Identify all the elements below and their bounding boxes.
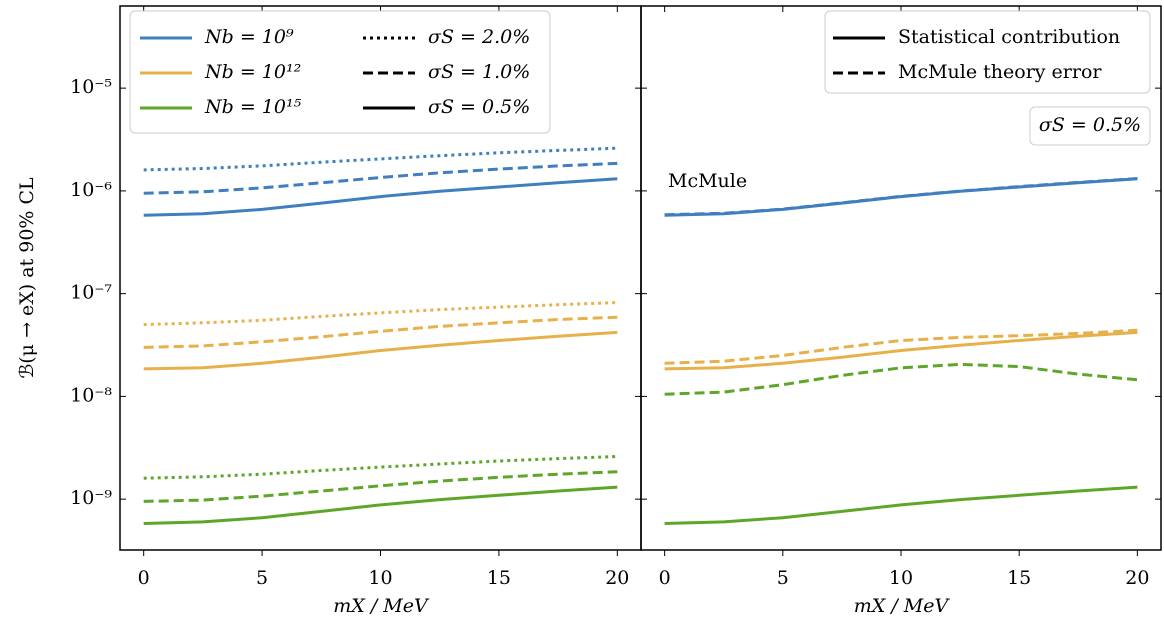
x-tick-label: 20 xyxy=(605,567,629,589)
series-line xyxy=(664,362,1138,396)
x-tick-label: 10 xyxy=(368,567,392,589)
series-line xyxy=(664,485,1138,525)
series-line xyxy=(143,470,618,503)
series-line xyxy=(664,328,1138,365)
x-axis-label: mX / MeV xyxy=(854,595,951,617)
y-tick-label: 10⁻⁶ xyxy=(70,179,112,201)
series-line xyxy=(143,485,618,525)
legend-box xyxy=(824,10,1151,94)
y-tick-label: 10⁻⁵ xyxy=(70,76,112,98)
x-tick-label: 0 xyxy=(138,567,150,589)
series-line xyxy=(143,315,618,349)
x-tick-label: 5 xyxy=(777,567,789,589)
legend-label: σS = 2.0% xyxy=(428,26,530,48)
series-line xyxy=(664,177,1138,217)
series-line xyxy=(143,455,618,480)
legend-label: Nb = 10¹² xyxy=(204,61,301,83)
y-tick-label: 10⁻⁹ xyxy=(70,487,112,509)
series-line xyxy=(143,177,618,217)
series-line xyxy=(143,330,618,371)
annotation: σS = 0.5% xyxy=(1039,114,1141,136)
y-axis-label: ℬ(μ → eX) at 90% CL xyxy=(16,177,38,379)
x-tick-label: 0 xyxy=(659,567,671,589)
y-tick-label: 10⁻⁷ xyxy=(70,282,112,304)
legend-label: Statistical contribution xyxy=(898,26,1120,48)
logo: McMule xyxy=(668,170,747,192)
legend-label: σS = 0.5% xyxy=(428,96,530,118)
legend-label: Nb = 10⁹ xyxy=(204,26,294,48)
x-tick-label: 15 xyxy=(1007,567,1031,589)
legend-label: McMule theory error xyxy=(898,61,1102,83)
x-axis-label: mX / MeV xyxy=(333,595,430,617)
y-tick-label: 10⁻⁸ xyxy=(70,384,112,406)
series-line xyxy=(143,161,618,195)
annotation-box xyxy=(1029,106,1151,146)
legend-label: σS = 1.0% xyxy=(428,61,530,83)
legend-box xyxy=(129,10,551,134)
series-line xyxy=(664,330,1138,371)
series-line xyxy=(143,146,618,172)
x-tick-label: 5 xyxy=(256,567,268,589)
plot-frame xyxy=(640,5,1162,551)
x-tick-label: 15 xyxy=(487,567,511,589)
series-line xyxy=(143,301,618,327)
x-tick-label: 10 xyxy=(889,567,913,589)
x-tick-label: 20 xyxy=(1125,567,1149,589)
legend-label: Nb = 10¹⁵ xyxy=(204,96,302,118)
